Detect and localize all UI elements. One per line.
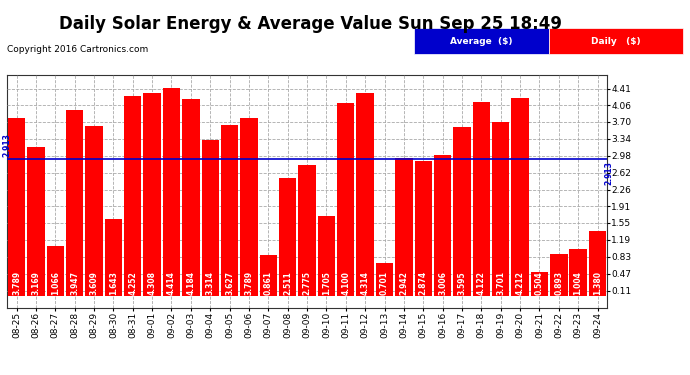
Bar: [434, 154, 451, 296]
Bar: [8, 118, 26, 296]
Bar: [414, 28, 549, 54]
Text: Average  ($): Average ($): [450, 37, 513, 46]
Text: 3.595: 3.595: [457, 271, 466, 295]
Text: 3.789: 3.789: [244, 271, 253, 295]
Bar: [279, 178, 297, 296]
Text: 3.169: 3.169: [32, 271, 41, 295]
Bar: [47, 246, 64, 296]
Bar: [124, 96, 141, 296]
Bar: [201, 140, 219, 296]
Text: 1.066: 1.066: [51, 271, 60, 295]
Text: 4.212: 4.212: [515, 271, 524, 295]
Text: 4.100: 4.100: [342, 271, 351, 295]
Bar: [163, 88, 180, 296]
Bar: [531, 272, 548, 296]
Text: 4.414: 4.414: [167, 271, 176, 295]
Bar: [453, 127, 471, 296]
Text: 3.789: 3.789: [12, 271, 21, 295]
Text: 3.609: 3.609: [90, 271, 99, 295]
Bar: [569, 249, 587, 296]
Text: Copyright 2016 Cartronics.com: Copyright 2016 Cartronics.com: [7, 45, 148, 54]
Text: 0.504: 0.504: [535, 271, 544, 295]
Text: 3.947: 3.947: [70, 271, 79, 295]
Bar: [298, 165, 316, 296]
Text: 3.006: 3.006: [438, 271, 447, 295]
Bar: [337, 103, 355, 296]
Text: 4.252: 4.252: [128, 271, 137, 295]
Text: 4.314: 4.314: [361, 271, 370, 295]
Bar: [549, 28, 683, 54]
Text: 4.122: 4.122: [477, 271, 486, 295]
Bar: [221, 125, 238, 296]
Text: 2.913: 2.913: [604, 161, 613, 185]
Bar: [589, 231, 607, 296]
Text: 2.511: 2.511: [283, 271, 292, 295]
Bar: [511, 98, 529, 296]
Text: 0.701: 0.701: [380, 271, 389, 295]
Text: 2.775: 2.775: [302, 271, 312, 295]
Text: Daily Solar Energy & Average Value Sun Sep 25 18:49: Daily Solar Energy & Average Value Sun S…: [59, 15, 562, 33]
Text: Daily   ($): Daily ($): [591, 37, 640, 46]
Bar: [27, 147, 45, 296]
Text: 4.308: 4.308: [148, 271, 157, 295]
Text: 1.380: 1.380: [593, 271, 602, 295]
Bar: [376, 263, 393, 296]
Bar: [550, 254, 567, 296]
Bar: [317, 216, 335, 296]
Bar: [415, 161, 432, 296]
Text: 2.942: 2.942: [400, 271, 408, 295]
Bar: [492, 122, 509, 296]
Text: 3.627: 3.627: [225, 271, 234, 295]
Bar: [395, 158, 413, 296]
Text: 2.913: 2.913: [2, 133, 12, 157]
Text: 1.004: 1.004: [573, 271, 582, 295]
Text: 3.701: 3.701: [496, 271, 505, 295]
Text: 3.314: 3.314: [206, 271, 215, 295]
Bar: [144, 93, 161, 296]
Text: 4.184: 4.184: [186, 271, 195, 295]
Bar: [259, 255, 277, 296]
Bar: [240, 118, 257, 296]
Bar: [357, 93, 374, 296]
Text: 0.861: 0.861: [264, 271, 273, 295]
Text: 1.705: 1.705: [322, 271, 331, 295]
Bar: [105, 219, 122, 296]
Bar: [182, 99, 199, 296]
Bar: [86, 126, 103, 296]
Text: 1.643: 1.643: [109, 271, 118, 295]
Bar: [66, 110, 83, 296]
Bar: [473, 102, 490, 296]
Text: 0.893: 0.893: [554, 271, 563, 295]
Text: 2.874: 2.874: [419, 271, 428, 295]
